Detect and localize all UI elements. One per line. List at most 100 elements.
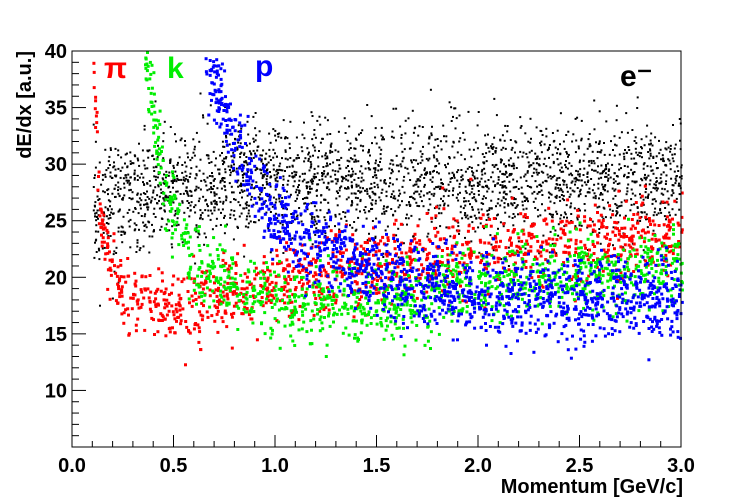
data-point — [318, 329, 322, 333]
data-point — [618, 153, 621, 156]
data-point — [142, 176, 145, 179]
data-point — [609, 274, 613, 278]
data-point — [238, 215, 241, 218]
data-point — [401, 289, 405, 293]
data-point — [643, 250, 647, 254]
data-point — [129, 296, 133, 300]
data-point — [208, 288, 212, 292]
data-point — [436, 186, 439, 189]
data-point — [354, 196, 357, 199]
data-point — [383, 263, 387, 266]
data-point — [654, 184, 657, 187]
data-point — [246, 268, 250, 272]
data-point — [148, 180, 151, 182]
data-point — [377, 291, 381, 295]
data-point — [411, 109, 414, 112]
data-point — [115, 252, 118, 254]
data-point — [147, 150, 150, 153]
data-point — [353, 147, 356, 150]
data-point — [574, 282, 578, 285]
data-point — [95, 238, 98, 241]
data-point — [559, 169, 561, 172]
data-point — [648, 257, 652, 260]
data-point — [613, 233, 617, 237]
data-point — [274, 293, 278, 297]
data-point — [559, 217, 562, 220]
data-point — [506, 125, 509, 127]
data-point — [310, 163, 313, 166]
data-point — [527, 200, 529, 203]
data-point — [509, 173, 512, 176]
data-point — [168, 330, 172, 334]
data-point — [269, 185, 272, 188]
data-point — [225, 199, 228, 202]
data-point — [109, 268, 113, 272]
data-point — [617, 205, 620, 208]
data-point — [536, 157, 538, 160]
data-point — [307, 279, 311, 283]
data-point — [278, 259, 282, 263]
data-point — [365, 217, 368, 220]
data-point — [309, 187, 311, 190]
data-point — [281, 214, 284, 216]
data-point — [547, 191, 550, 194]
data-point — [588, 290, 592, 294]
data-point — [346, 139, 349, 142]
data-point — [339, 270, 343, 274]
data-point — [516, 294, 520, 298]
data-point — [345, 187, 348, 190]
data-point — [358, 306, 361, 310]
data-point — [477, 111, 480, 113]
data-point — [381, 235, 385, 239]
data-point — [153, 175, 156, 178]
data-point — [188, 254, 192, 258]
data-point — [464, 212, 467, 214]
data-point — [415, 159, 418, 162]
data-point — [340, 185, 343, 188]
data-point — [295, 157, 298, 159]
data-point — [225, 195, 228, 198]
data-point — [618, 163, 621, 166]
data-point — [181, 201, 184, 204]
data-point — [516, 180, 518, 183]
data-point — [639, 269, 643, 273]
data-point — [146, 190, 148, 193]
data-point — [192, 151, 195, 154]
data-point — [121, 198, 124, 201]
data-point — [401, 263, 405, 267]
data-point — [471, 197, 474, 200]
data-point — [249, 317, 253, 321]
data-point — [573, 273, 577, 277]
data-point — [623, 158, 626, 161]
data-point — [484, 134, 487, 137]
data-point — [392, 190, 395, 193]
data-point — [174, 212, 177, 215]
data-point — [312, 317, 316, 321]
data-point — [519, 150, 522, 153]
data-point — [566, 198, 570, 202]
data-point — [360, 176, 363, 179]
data-point — [603, 153, 606, 156]
data-point — [652, 186, 655, 189]
data-point — [238, 293, 241, 297]
data-point — [661, 244, 664, 248]
data-point — [165, 196, 168, 199]
data-point — [402, 157, 405, 160]
data-point — [579, 193, 582, 196]
data-point — [451, 194, 454, 197]
data-point — [408, 147, 411, 150]
data-point — [282, 267, 286, 271]
data-point — [416, 179, 419, 182]
data-point — [301, 133, 304, 136]
data-point — [304, 202, 307, 205]
data-point — [205, 277, 209, 281]
data-point — [219, 282, 222, 286]
data-point — [605, 267, 609, 271]
data-point — [490, 199, 493, 202]
data-point — [326, 303, 330, 307]
data-point — [661, 280, 665, 284]
data-point — [480, 202, 483, 205]
data-point — [643, 236, 647, 240]
data-point — [229, 286, 233, 289]
data-point — [644, 265, 648, 269]
